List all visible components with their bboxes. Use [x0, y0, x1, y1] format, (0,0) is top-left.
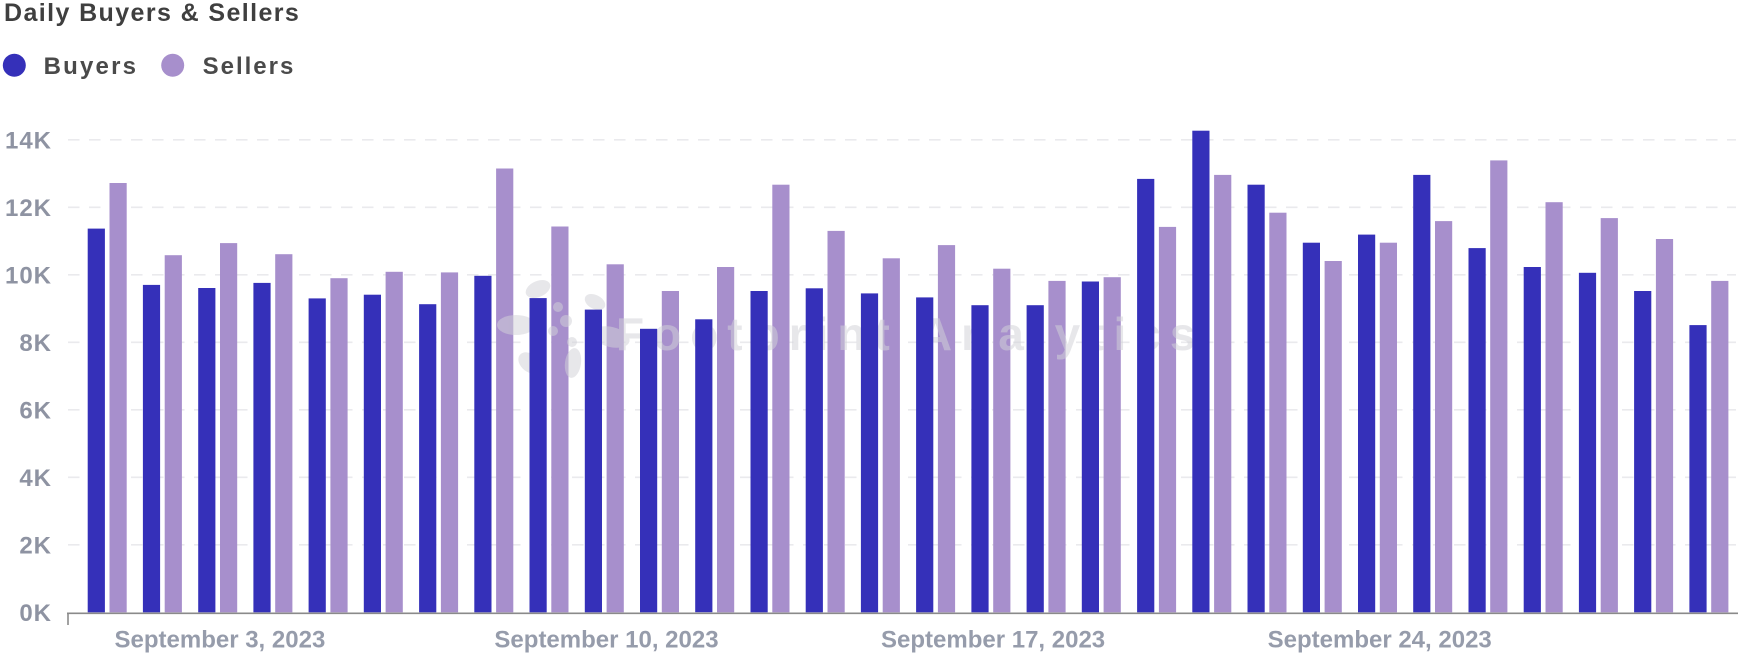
svg-text:September 3, 2023: September 3, 2023 — [115, 626, 326, 653]
svg-text:Buyers: Buyers — [44, 53, 139, 80]
svg-text:September 10, 2023: September 10, 2023 — [494, 626, 718, 653]
svg-text:0K: 0K — [19, 600, 52, 627]
svg-text:14K: 14K — [5, 128, 52, 155]
svg-text:6K: 6K — [19, 398, 52, 425]
svg-text:4K: 4K — [19, 465, 52, 492]
svg-text:September 17, 2023: September 17, 2023 — [881, 626, 1105, 653]
svg-text:8K: 8K — [19, 330, 52, 357]
svg-text:September 24, 2023: September 24, 2023 — [1268, 626, 1492, 653]
svg-text:Sellers: Sellers — [203, 53, 296, 80]
svg-text:Daily Buyers & Sellers: Daily Buyers & Sellers — [4, 0, 300, 27]
svg-text:2K: 2K — [19, 533, 52, 560]
svg-text:10K: 10K — [5, 263, 52, 290]
svg-text:12K: 12K — [5, 195, 52, 222]
